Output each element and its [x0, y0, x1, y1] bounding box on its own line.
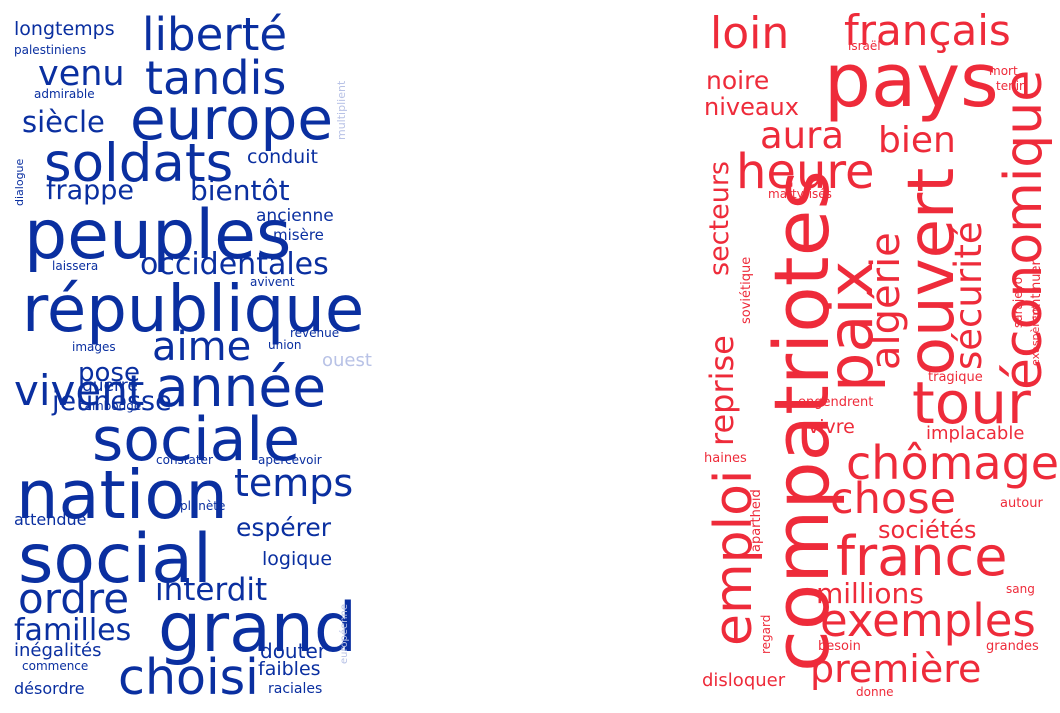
word: inégalités	[14, 640, 102, 661]
word: apercevoir	[258, 453, 322, 467]
word: français	[844, 6, 1011, 55]
word: autour	[1000, 496, 1043, 511]
word: laissera	[52, 259, 99, 273]
word: ouest	[322, 350, 372, 371]
word: conduit	[247, 146, 318, 168]
word: bientôt	[190, 174, 290, 207]
word: dialogue	[13, 158, 26, 206]
word: union	[268, 338, 302, 352]
word: besoin	[818, 639, 861, 654]
word: sarajevo	[1011, 276, 1025, 328]
word: jeunesse	[52, 386, 172, 417]
word: temps	[234, 461, 354, 505]
word: peuples	[24, 196, 292, 275]
word: sociale	[92, 405, 300, 475]
word: bien	[878, 120, 956, 161]
word: vivent	[14, 366, 145, 415]
word: implacable	[926, 423, 1025, 444]
word: misère	[273, 226, 324, 244]
word: soviétique	[739, 256, 754, 324]
word: revenue	[290, 326, 340, 340]
word: européenne	[339, 604, 350, 664]
word: grand	[158, 589, 358, 668]
word: nation	[16, 456, 228, 534]
word: israël	[848, 39, 881, 53]
word: exaspèrent	[1029, 304, 1042, 366]
word: tour	[912, 369, 1031, 437]
word-cloud-left: liberté longtemps palestiniens venu tand…	[0, 0, 372, 713]
word: chômage	[846, 436, 1060, 490]
word: logique	[262, 548, 333, 570]
word: république	[22, 273, 365, 347]
word: désordre	[14, 679, 85, 698]
word: économique	[994, 69, 1054, 390]
word: haines	[704, 451, 747, 466]
word: ancienne	[256, 206, 334, 226]
word: noire	[706, 66, 770, 95]
word: interdit	[155, 572, 268, 608]
word: exemples	[820, 594, 1036, 647]
word: apartheid	[749, 489, 764, 552]
word: ordre	[18, 574, 130, 623]
word: chose	[830, 474, 957, 524]
word: admirable	[34, 87, 95, 101]
word: tenir	[996, 79, 1024, 93]
word: sécurité	[947, 221, 990, 370]
word: première	[810, 647, 982, 691]
word: choisi	[118, 649, 259, 706]
word: soldats	[44, 133, 234, 194]
word: europe	[130, 85, 333, 153]
word: pose	[78, 358, 140, 388]
word: sang	[1006, 582, 1035, 596]
word: planète	[180, 499, 226, 513]
word: avivent	[250, 275, 295, 289]
word: france	[836, 525, 1008, 588]
word: aura	[760, 114, 845, 157]
word: algérie	[863, 232, 909, 370]
word-cloud-right: loin français israël pays mort tenir noi…	[700, 0, 1060, 713]
word: attendue	[14, 510, 87, 529]
word: multiplient	[335, 80, 348, 140]
word: cambodge	[78, 399, 142, 413]
word: aime	[152, 324, 252, 370]
word: donne	[856, 685, 894, 699]
word: vivre	[808, 416, 855, 438]
word: engendrent	[798, 395, 874, 410]
word: heure	[736, 144, 875, 200]
word: guerre	[82, 376, 138, 396]
word: douter	[260, 639, 326, 663]
word: venu	[38, 54, 125, 94]
word: année	[155, 355, 327, 419]
word: familles	[14, 613, 132, 648]
word: raciales	[268, 681, 323, 697]
word: disloquer	[702, 670, 786, 691]
word: liberté	[142, 8, 288, 61]
word: secteurs	[704, 160, 735, 276]
word: regard	[759, 614, 773, 654]
word: social	[18, 520, 212, 599]
word: tandis	[145, 51, 287, 105]
word: niveaux	[704, 93, 799, 121]
word: longtemps	[14, 18, 115, 40]
word: mort	[989, 64, 1018, 78]
word: constater	[156, 453, 213, 467]
word: espérer	[236, 513, 332, 542]
word: images	[72, 340, 116, 354]
word: loin	[710, 8, 790, 59]
word: palestiniens	[14, 43, 87, 57]
word: occidentales	[140, 247, 329, 282]
word: tragique	[928, 370, 983, 385]
word: siècle	[22, 105, 105, 139]
word: sociétés	[878, 516, 977, 544]
word: reprise	[703, 335, 741, 446]
word: martyrisés	[768, 187, 832, 201]
word: frappe	[46, 175, 135, 206]
word: grandes	[986, 639, 1039, 654]
word: commence	[22, 659, 89, 673]
word: pays	[824, 38, 999, 124]
word: millions	[816, 577, 924, 610]
word: faibles	[258, 658, 321, 680]
